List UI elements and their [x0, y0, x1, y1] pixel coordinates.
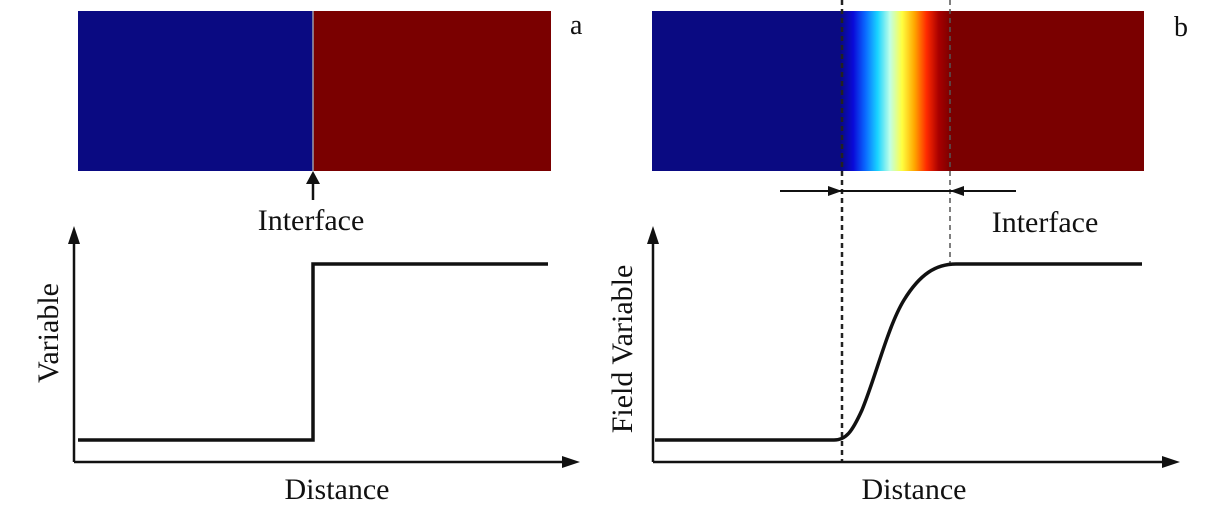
panel-b-y-axis — [647, 226, 659, 462]
panel-a-interface-arrow — [306, 171, 320, 200]
panel-a-x-axis-label: Distance — [285, 473, 390, 506]
panel-a-label: a — [570, 10, 583, 41]
panel-a-y-axis — [68, 226, 80, 462]
panel-b-x-axis — [653, 456, 1180, 468]
panel-b-profile-curve — [655, 262, 1142, 442]
panel-a-x-axis — [74, 456, 580, 468]
panel-b-interface-width-arrows — [780, 186, 1016, 196]
panel-b-right-phase — [950, 11, 1144, 171]
panel-b: b Interface Field Variable Distance — [606, 0, 1188, 506]
panel-b-x-axis-label: Distance — [862, 473, 967, 506]
panel-b-diffuse-region — [841, 11, 951, 171]
panel-a: a Interface Variable Distance — [32, 10, 583, 506]
panel-b-left-phase — [652, 11, 842, 171]
panel-b-label: b — [1174, 12, 1188, 43]
panel-b-y-axis-label: Field Variable — [606, 265, 639, 434]
panel-b-interface-label: Interface — [992, 206, 1099, 239]
panel-a-y-axis-label: Variable — [32, 283, 65, 383]
panel-a-profile-curve — [78, 262, 548, 442]
panel-a-left-phase — [78, 11, 313, 171]
panel-a-interface-label: Interface — [258, 204, 365, 237]
panel-a-right-phase — [313, 11, 551, 171]
